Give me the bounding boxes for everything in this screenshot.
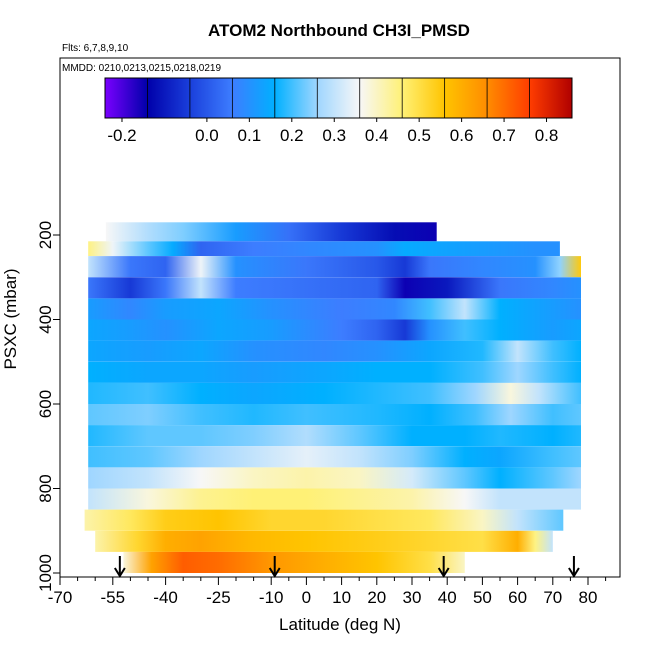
heatmap-band: [84, 509, 564, 531]
colorbar-tick-label: 0.7: [492, 126, 516, 145]
heatmap-band: [105, 222, 437, 242]
heatmap-band: [88, 467, 581, 489]
colorbar-tick-label: 0.0: [195, 126, 219, 145]
heatmap-band: [88, 298, 581, 320]
heatmap-band: [88, 382, 581, 404]
y-axis-label: PSXC (mbar): [1, 268, 20, 369]
x-tick-label: -70: [48, 588, 73, 607]
y-tick-label: 800: [36, 474, 55, 502]
x-tick-label: -40: [153, 588, 178, 607]
colorbar-tick-label: 0.4: [365, 126, 389, 145]
x-tick-label: 20: [367, 588, 386, 607]
axes: -70 -55 -40 -25 -10 0 10 20 30 40 50 60 70 80 200 400 60…: [36, 221, 607, 607]
x-tick-label: 80: [579, 588, 598, 607]
colorbar-tick-label: 0.6: [450, 126, 474, 145]
colorbar-tick-label: 0.1: [238, 126, 262, 145]
x-tick-label: 0: [302, 588, 311, 607]
colorbar-tick-label: 0.3: [322, 126, 346, 145]
heatmap-band: [88, 361, 581, 383]
x-tick-label: 40: [438, 588, 457, 607]
dates-note: MMDD: 0210,0213,0215,0218,0219: [62, 63, 221, 74]
x-tick-label: 10: [332, 588, 351, 607]
y-tick-label: 400: [36, 305, 55, 333]
flights-note: Flts: 6,7,8,9,10: [62, 43, 129, 54]
heatmap-band: [88, 425, 581, 447]
heatmap-band: [88, 340, 581, 362]
x-tick-label: 60: [508, 588, 527, 607]
heatmap-band: [88, 446, 581, 468]
x-axis-label: Latitude (deg N): [279, 615, 401, 634]
plot-frame: [59, 57, 621, 578]
y-tick-label: 1000: [36, 554, 55, 592]
heatmap-band: [88, 241, 560, 257]
chart-title: ATOM2 Northbound CH3I_PMSD: [208, 21, 470, 40]
heatmap-band: [88, 404, 581, 426]
heatmap-bands: [84, 222, 581, 573]
colorbar-tick-label: 0.8: [535, 126, 559, 145]
colorbar: -0.2 0.0 0.1 0.2 0.3 0.4 0.5 0.6 0.7 0.8: [104, 77, 573, 145]
heatmap-band: [88, 319, 581, 341]
colorbar-tick-label: 0.5: [407, 126, 431, 145]
flight-arrows: [113, 556, 580, 578]
y-tick-label: 200: [36, 221, 55, 249]
x-tick-label: -10: [259, 588, 284, 607]
colorbar-tick-label: 0.2: [280, 126, 304, 145]
heatmap-band: [88, 488, 581, 510]
x-tick-label: -55: [101, 588, 126, 607]
x-tick-label: 50: [473, 588, 492, 607]
flight-arrow-icon: [113, 556, 126, 578]
y-tick-label: 600: [36, 390, 55, 418]
flight-arrow-icon: [568, 556, 580, 578]
heatmap-band: [88, 256, 581, 278]
x-tick-label: -25: [206, 588, 231, 607]
heatmap-band: [123, 551, 465, 573]
flight-arrow-icon: [268, 556, 281, 578]
heatmap-band: [88, 277, 581, 299]
colorbar-tick-label: -0.2: [107, 126, 136, 145]
colorbar-frame: [104, 77, 573, 119]
x-tick-label: 70: [543, 588, 562, 607]
x-tick-label: 30: [403, 588, 422, 607]
flight-arrow-icon: [437, 556, 450, 578]
colorbar-gradient: [105, 78, 572, 118]
heatmap-band: [95, 530, 553, 552]
